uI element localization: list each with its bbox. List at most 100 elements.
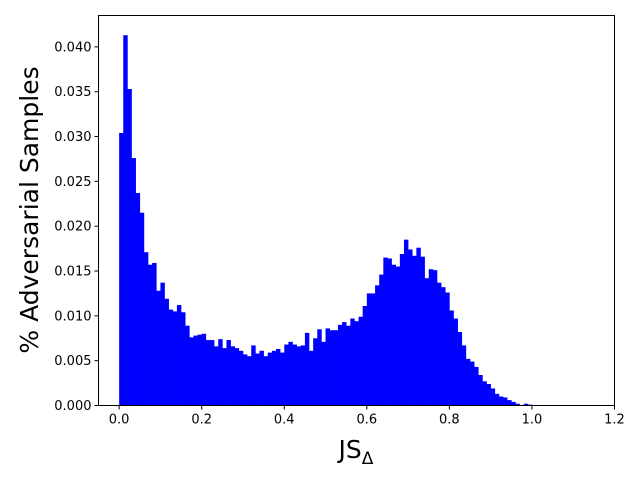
histogram-bar: [292, 344, 297, 406]
histogram-bar: [375, 285, 380, 406]
histogram-bar: [209, 340, 215, 406]
histogram-bar: [478, 375, 483, 406]
y-tick-label: 0.025: [54, 175, 91, 190]
histogram-bar: [441, 287, 446, 406]
histogram-bar: [247, 356, 252, 406]
histogram-bar: [333, 330, 339, 406]
histogram-bar: [391, 264, 397, 406]
histogram-bar: [329, 330, 335, 406]
histogram-bar: [300, 345, 306, 406]
histogram-bar: [259, 350, 264, 406]
histogram-bar: [168, 309, 174, 406]
histogram-bar: [498, 396, 504, 406]
histogram-bar: [152, 262, 157, 406]
histogram-bar: [284, 344, 289, 406]
histogram-bar: [214, 346, 219, 406]
histogram-bar: [226, 340, 231, 406]
histogram-bar: [317, 329, 322, 406]
y-tick-label: 0.020: [54, 220, 91, 235]
histogram-bar: [490, 388, 496, 406]
histogram-bar: [313, 338, 318, 406]
histogram-bar: [337, 324, 343, 406]
histogram-bar: [383, 257, 388, 406]
histogram-bar: [416, 247, 421, 406]
histogram-bar: [379, 274, 384, 406]
x-tick-label: 0.6: [356, 413, 377, 428]
y-tick-label: 0.010: [54, 309, 91, 324]
histogram-bar: [474, 366, 479, 406]
y-tick-label: 0.005: [54, 354, 91, 369]
histogram-bar: [296, 346, 302, 406]
histogram-bar: [135, 193, 141, 406]
x-axis-ticks: 0.0 0.2 0.4 0.6 0.8 1.0 1.2: [109, 405, 625, 428]
histogram-bar: [255, 353, 260, 406]
histogram-bar: [205, 340, 211, 406]
histogram-bar: [263, 356, 269, 406]
histogram-bar: [143, 252, 149, 406]
histogram-bar: [271, 350, 277, 406]
x-tick-label: 1.2: [604, 413, 625, 428]
histogram-bar: [511, 401, 516, 406]
y-tick-label: 0.030: [54, 130, 91, 145]
x-tick-label: 1.0: [522, 413, 543, 428]
histogram-bar: [358, 316, 363, 406]
histogram-bar: [387, 258, 392, 406]
histogram-bar: [230, 346, 236, 406]
histogram-bar: [172, 311, 178, 406]
histogram-bar: [160, 282, 165, 406]
histogram-bar: [449, 310, 454, 406]
histogram-bar: [325, 328, 330, 406]
histogram-bar: [437, 282, 442, 406]
histogram-bar: [412, 255, 417, 406]
histogram-bar: [503, 397, 508, 406]
histogram-bar: [127, 89, 132, 406]
histogram-bar: [119, 132, 124, 406]
histogram-bar: [222, 348, 227, 406]
x-tick-label: 0.0: [109, 413, 130, 428]
histogram-bar: [280, 352, 285, 406]
y-tick-label: 0.040: [54, 40, 91, 55]
histogram-bar: [201, 333, 207, 406]
histogram-bar: [428, 269, 434, 406]
histogram-bar: [185, 325, 190, 406]
histogram-bar: [304, 332, 310, 406]
histogram-bar: [420, 256, 425, 406]
histogram-bar: [350, 318, 355, 406]
histogram-bar: [482, 381, 487, 406]
histogram-bar: [470, 361, 475, 406]
histogram-bar: [288, 341, 293, 406]
y-axis-ticks: 0.000 0.005 0.010 0.015 0.020 0.025 0.030 0.035…: [54, 40, 99, 414]
x-tick-label: 0.8: [439, 413, 460, 428]
histogram-bar: [494, 393, 500, 406]
histogram-bar: [234, 348, 240, 406]
histogram-bar: [267, 352, 273, 406]
histogram-bar: [366, 293, 372, 406]
histogram-bar: [403, 239, 409, 406]
histogram-bar: [408, 249, 413, 406]
x-axis-label: JSΔ: [337, 435, 374, 469]
histogram-bar: [156, 290, 161, 406]
histogram-bars: [119, 35, 533, 406]
histogram-bar: [346, 325, 351, 406]
histogram-bar: [523, 403, 529, 406]
x-tick-label: 0.4: [274, 413, 295, 428]
histogram-bar: [176, 305, 182, 406]
histogram-bar: [395, 266, 401, 406]
y-tick-label: 0.035: [54, 85, 91, 100]
y-axis-label: % Adversarial Samples: [15, 66, 44, 353]
histogram-bar: [321, 341, 326, 406]
histogram-bar: [507, 400, 512, 406]
y-tick-label: 0.000: [54, 399, 91, 414]
histogram-bar: [424, 278, 430, 406]
histogram-bar: [486, 383, 491, 406]
histogram-bar: [193, 335, 198, 406]
histogram-bar: [164, 298, 169, 406]
histogram-bar: [131, 158, 136, 406]
histogram-bar: [453, 318, 458, 406]
y-tick-label: 0.015: [54, 265, 91, 280]
histogram-bar: [465, 358, 471, 406]
histogram-bar: [251, 345, 256, 406]
histogram-bar: [148, 264, 153, 406]
histogram-bar: [218, 339, 223, 406]
